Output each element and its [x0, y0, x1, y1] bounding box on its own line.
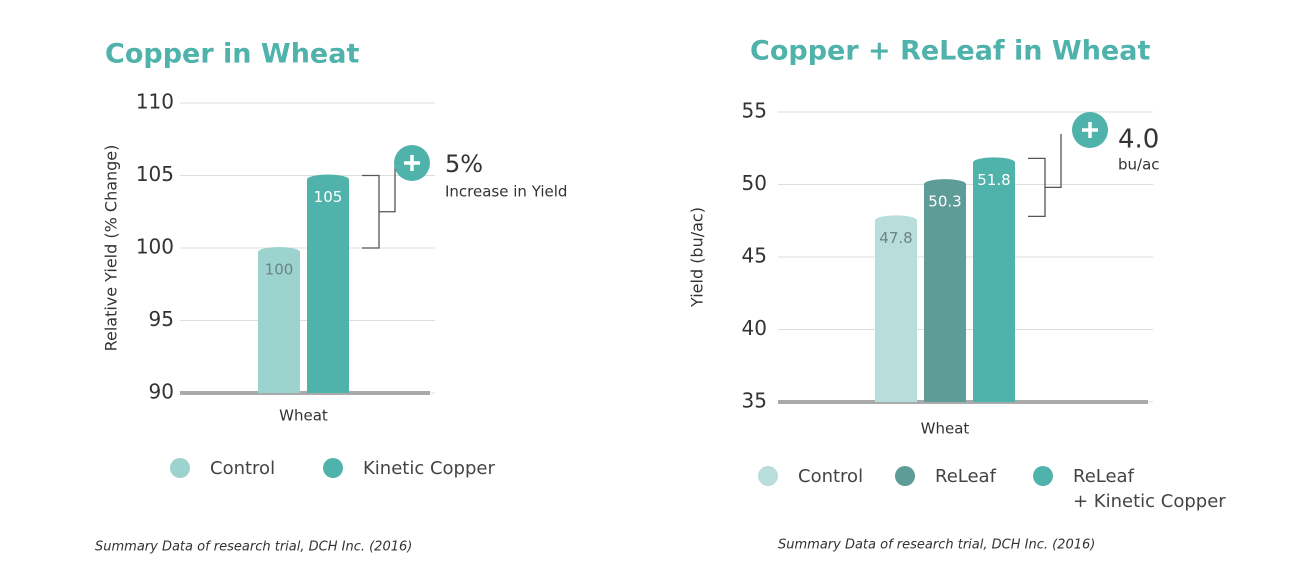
y-tick-label: 105 [136, 162, 174, 186]
bar [924, 179, 966, 402]
legend-item: ReLeaf [895, 464, 996, 489]
y-tick-label: 95 [149, 307, 174, 331]
bracket [362, 167, 396, 249]
annotation-text: bu/ac [1118, 156, 1160, 174]
legend-swatch [758, 466, 778, 486]
legend-swatch [170, 458, 190, 478]
y-axis-label: Yield (bu/ac) [688, 207, 707, 308]
y-axis-label: Relative Yield (% Change) [102, 145, 121, 352]
x-tick-label: Wheat [279, 407, 328, 425]
legend-label: ReLeaf + Kinetic Copper [1073, 466, 1226, 512]
plus-sign [1082, 122, 1098, 138]
legend-item: Kinetic Copper [323, 456, 495, 481]
bar [258, 247, 300, 393]
data-label: 100 [265, 261, 294, 279]
source-note: Summary Data of research trial, DCH Inc.… [778, 538, 1095, 553]
y-tick-label: 110 [136, 90, 174, 114]
bar [307, 174, 349, 393]
chart-title: Copper in Wheat [105, 39, 359, 70]
data-label: 50.3 [928, 193, 961, 211]
x-tick-label: Wheat [921, 420, 970, 438]
source-note: Summary Data of research trial, DCH Inc.… [95, 540, 412, 555]
data-label: 47.8 [879, 229, 912, 247]
bar [875, 215, 917, 402]
data-label: 51.8 [977, 171, 1010, 189]
y-tick-label: 50 [742, 171, 767, 195]
legend-item: ReLeaf + Kinetic Copper [1033, 464, 1226, 514]
bracket [1028, 134, 1062, 218]
y-tick-label: 90 [149, 380, 174, 404]
legend-swatch [895, 466, 915, 486]
legend-item: Control [170, 456, 275, 481]
annotation-value: 5% [445, 150, 483, 178]
y-tick-label: 35 [742, 389, 767, 413]
y-tick-label: 55 [742, 99, 767, 123]
y-tick-label: 45 [742, 244, 767, 268]
bar [973, 157, 1015, 402]
legend-label: ReLeaf [935, 466, 996, 487]
legend-swatch [1033, 466, 1053, 486]
plus-sign [404, 155, 420, 171]
annotation-text: Increase in Yield [445, 183, 567, 201]
annotation-value: 4.0 [1118, 125, 1159, 155]
legend-label: Kinetic Copper [363, 458, 495, 479]
data-label: 105 [314, 188, 343, 206]
legend-label: Control [798, 466, 864, 487]
chart-title: Copper + ReLeaf in Wheat [750, 36, 1150, 67]
y-tick-label: 40 [742, 316, 767, 340]
legend-label: Control [210, 458, 276, 479]
legend-swatch [323, 458, 343, 478]
legend-item: Control [758, 464, 863, 489]
y-tick-label: 100 [136, 235, 174, 259]
